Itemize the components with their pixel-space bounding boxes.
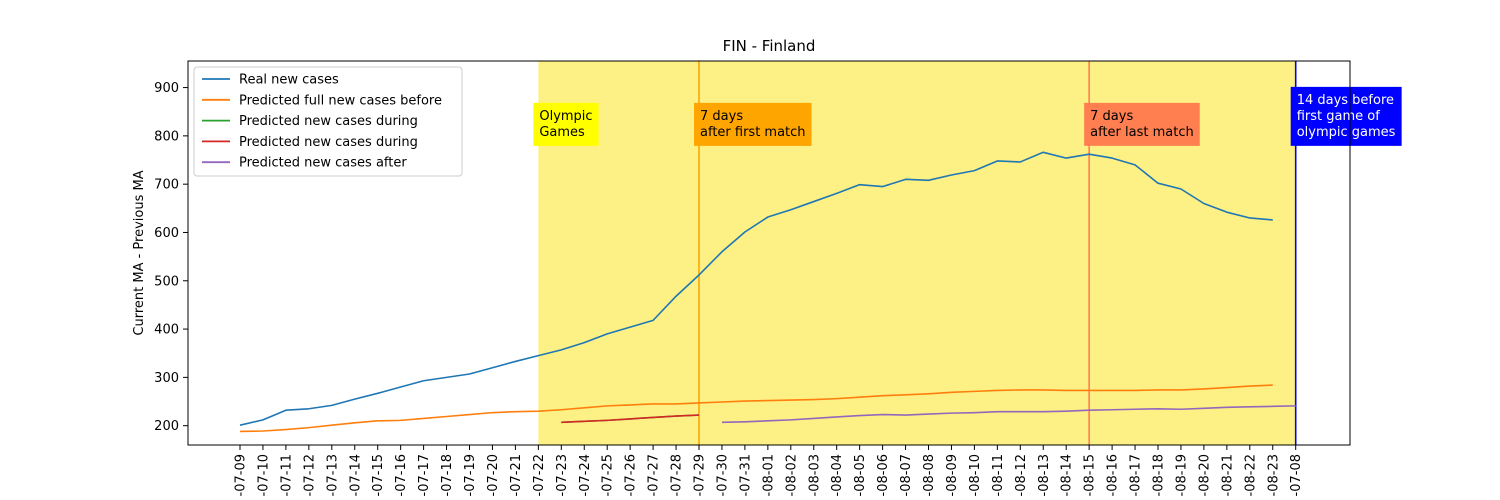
legend-label-4: Predicted new cases during xyxy=(239,135,418,150)
series-line-5 xyxy=(721,405,1296,424)
x-tick-label: -08-06 xyxy=(876,454,891,496)
axes: 200 300 400 500 600 700 800 900 -07-09 -07-10 -07-… xyxy=(154,60,1351,496)
series-line-2 xyxy=(239,384,1273,433)
y-tick-label: 500 xyxy=(154,274,179,289)
x-tick-label: -08-21 xyxy=(1220,454,1235,496)
x-tick-label: -07-15 xyxy=(371,454,386,496)
x-tick-label: -08-04 xyxy=(830,454,845,496)
x-tick-label: -07-17 xyxy=(417,454,432,496)
x-tick-label: -08-12 xyxy=(1014,454,1029,496)
annotation-text: 14 days before first game of olympic games xyxy=(1297,93,1396,140)
series-line-1 xyxy=(239,151,1273,426)
event-annotations: Olympic Games 7 days after first match 7 day… xyxy=(533,86,1402,146)
x-tick-label: -07-08 xyxy=(1289,454,1304,496)
annotation-box xyxy=(694,102,812,146)
x-tick-label: -07-23 xyxy=(555,454,570,496)
x-tick-label: -07-27 xyxy=(647,454,662,496)
plot-frame xyxy=(187,60,1351,446)
x-tick-label: -08-15 xyxy=(1083,454,1098,496)
x-tick-label: -07-31 xyxy=(738,454,753,496)
x-tick-label: -07-21 xyxy=(509,454,524,496)
x-tick-label: -07-10 xyxy=(256,454,271,496)
x-tick-label: -07-11 xyxy=(279,454,294,496)
y-tick-label: 700 xyxy=(154,178,179,193)
annotation-text: 7 days after first match xyxy=(700,109,806,140)
x-tick-label: -08-03 xyxy=(807,454,822,496)
x-tick-label: -07-09 xyxy=(234,454,249,496)
x-tick-label: -07-20 xyxy=(486,454,501,496)
legend-label-1: Real new cases xyxy=(239,73,339,88)
annotation-text: Olympic Games xyxy=(539,109,592,140)
x-tick-label: -07-19 xyxy=(463,454,478,496)
x-tick-label: -07-25 xyxy=(601,454,616,496)
x-tick-label: -08-05 xyxy=(853,454,868,496)
x-tick-label: -08-09 xyxy=(945,454,960,496)
annotation-box xyxy=(533,102,599,146)
x-tick-label: -08-01 xyxy=(761,454,776,496)
x-tick-label: -07-12 xyxy=(302,454,317,496)
x-tick-label: -07-13 xyxy=(325,454,340,496)
x-tick-label: -08-13 xyxy=(1037,454,1052,496)
legend-box xyxy=(193,66,463,177)
x-tick-label: -08-20 xyxy=(1197,454,1212,496)
x-tick-label: -08-10 xyxy=(968,454,983,496)
y-axis-label: Current MA - Previous MA xyxy=(132,170,147,335)
x-tick-label: -08-11 xyxy=(991,454,1006,496)
series-line-4 xyxy=(561,414,700,424)
x-tick-label: -07-24 xyxy=(578,454,593,496)
legend-label-2: Predicted full new cases before xyxy=(239,93,442,108)
y-tick-label: 200 xyxy=(154,419,179,434)
y-tick-label: 400 xyxy=(154,323,179,338)
x-tick-label: -07-14 xyxy=(348,454,363,496)
x-tick-label: -07-22 xyxy=(532,454,547,496)
x-tick-label: -07-16 xyxy=(394,454,409,496)
x-tick-label: -07-30 xyxy=(715,454,730,496)
x-tick-label: -08-19 xyxy=(1174,454,1189,496)
x-tick-label: -08-02 xyxy=(784,454,799,496)
legend: Real new cases Predicted full new cases b… xyxy=(193,66,463,177)
x-tick-label: -08-22 xyxy=(1243,454,1258,496)
annotation-4: 14 days before first game of olympic games xyxy=(1290,86,1402,146)
x-tick-label: -08-23 xyxy=(1266,454,1281,496)
annotation-2: 7 days after first match xyxy=(694,102,812,146)
y-tick-label: 900 xyxy=(154,81,179,96)
chart-title: FIN - Finland xyxy=(723,37,816,55)
y-tick-label: 600 xyxy=(154,226,179,241)
series-lines xyxy=(239,151,1296,433)
x-tick-label: -08-14 xyxy=(1060,454,1075,496)
x-tick-label: -08-16 xyxy=(1106,454,1121,496)
x-tick-label: -07-28 xyxy=(670,454,685,496)
x-tick-label: -08-17 xyxy=(1129,454,1144,496)
x-tick-label: -08-18 xyxy=(1152,454,1167,496)
legend-label-3: Predicted new cases during xyxy=(239,114,418,129)
annotation-3: 7 days after last match xyxy=(1084,102,1200,146)
x-tick-label: -08-07 xyxy=(899,454,914,496)
annotation-box xyxy=(1290,86,1402,146)
legend-label-5: Predicted new cases after xyxy=(239,156,407,171)
x-tick-label: -07-18 xyxy=(440,454,455,496)
annotation-box xyxy=(1084,102,1200,146)
x-tick-label: -07-29 xyxy=(693,454,708,496)
y-tick-label: 300 xyxy=(154,371,179,386)
annotation-text: 7 days after last match xyxy=(1090,109,1194,140)
y-tick-label: 800 xyxy=(154,129,179,144)
annotation-1: Olympic Games xyxy=(533,102,599,146)
x-tick-label: -08-08 xyxy=(922,454,937,496)
x-tick-label: -07-26 xyxy=(624,454,639,496)
